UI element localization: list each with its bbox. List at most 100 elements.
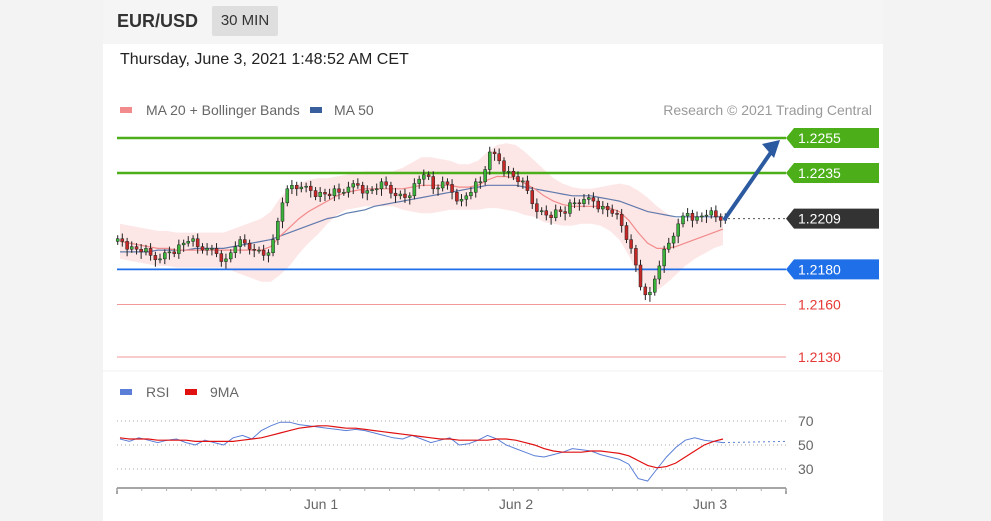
candle	[238, 236, 242, 254]
candle	[205, 243, 209, 256]
candlesticks	[115, 146, 728, 302]
series-9ma	[119, 425, 724, 469]
candle	[337, 183, 341, 200]
candle	[398, 190, 403, 200]
candle	[356, 178, 360, 189]
pair-title: EUR/USD	[117, 11, 199, 31]
candle	[445, 178, 450, 190]
candle	[285, 185, 290, 207]
candle	[139, 243, 143, 259]
candle	[615, 209, 619, 220]
candle	[332, 185, 337, 202]
candle	[229, 249, 233, 263]
candle	[464, 192, 469, 207]
candle	[700, 212, 704, 223]
candle	[619, 208, 624, 233]
candle	[610, 204, 614, 217]
candle	[450, 179, 454, 200]
x-axis: Jun 1 Jun 2 Jun 3	[116, 487, 787, 512]
rsi-tick-70: 70	[798, 413, 814, 429]
candle	[115, 235, 120, 245]
candle	[459, 194, 464, 207]
level-badge-1.2255	[786, 128, 879, 148]
forecast-arrow	[723, 140, 780, 221]
candle	[408, 192, 412, 205]
candle	[568, 199, 572, 217]
candle	[629, 234, 633, 254]
legend-label-9ma: 9MA	[210, 384, 239, 400]
candle	[129, 241, 134, 253]
candle	[134, 243, 139, 255]
level-label-1.2160: 1.2160	[798, 296, 841, 312]
candle	[516, 171, 520, 188]
candle	[681, 212, 685, 228]
bollinger-band-area	[120, 143, 723, 291]
chart-svg: MA 20 + Bollinger Bands MA 50 Research ©…	[103, 102, 883, 512]
rsi-projection	[722, 440, 787, 444]
rsi-lines	[119, 421, 724, 482]
candle	[214, 243, 219, 258]
candle	[224, 253, 228, 269]
legend-swatch-9ma	[185, 389, 197, 395]
candle	[374, 183, 379, 195]
candle	[587, 194, 591, 205]
candle	[233, 241, 238, 259]
candle	[360, 181, 365, 199]
candle	[478, 176, 483, 189]
candle	[308, 180, 313, 198]
candle	[525, 175, 530, 195]
candle	[685, 208, 690, 222]
candle	[582, 194, 586, 208]
legend-label-rsi: RSI	[146, 384, 169, 400]
candle	[342, 188, 346, 196]
candle	[558, 206, 563, 217]
candle	[327, 188, 332, 200]
candle	[714, 205, 718, 223]
candle	[492, 148, 497, 161]
candle	[153, 251, 158, 267]
candle	[624, 222, 629, 244]
candle	[695, 211, 699, 224]
candle	[125, 237, 129, 257]
level-badge-1.2180	[786, 259, 879, 280]
candle	[690, 209, 695, 228]
candle	[577, 199, 582, 211]
candle	[417, 175, 421, 189]
level-label-1.2130: 1.2130	[798, 349, 841, 365]
candle	[200, 243, 205, 254]
candle	[351, 180, 355, 195]
candle	[243, 234, 247, 247]
chart-card: EUR/USD 30 MIN Thursday, June 3, 2021 1:…	[103, 0, 883, 521]
candle	[667, 237, 671, 253]
candle	[186, 236, 191, 247]
timeframe-badge[interactable]: 30 MIN	[212, 6, 278, 36]
candle	[535, 198, 539, 219]
candle	[247, 239, 252, 255]
candle	[643, 283, 648, 301]
copyright: Research © 2021 Trading Central	[663, 102, 872, 118]
candle	[379, 178, 384, 196]
candle	[521, 177, 525, 189]
level-label-1.2235: 1.2235	[798, 165, 841, 181]
x-tick-label: Jun 1	[304, 496, 338, 512]
rsi-tick-30: 30	[798, 461, 814, 477]
candle	[601, 201, 605, 215]
candle	[544, 205, 549, 221]
candle	[657, 260, 662, 285]
forecast-arrow-shaft	[723, 146, 776, 221]
candle	[440, 176, 445, 192]
candle	[323, 188, 327, 202]
candle	[436, 184, 440, 196]
candle	[313, 187, 318, 201]
candle	[718, 213, 723, 228]
legend-label-ma20: MA 20 + Bollinger Bands	[146, 102, 300, 118]
candle	[709, 207, 714, 219]
candle	[299, 181, 304, 193]
candle	[280, 197, 285, 229]
rsi-tick-50: 50	[798, 437, 814, 453]
candle	[483, 166, 487, 186]
candle	[304, 182, 308, 193]
candle	[553, 204, 558, 222]
candle	[596, 197, 600, 213]
series-rsi	[119, 421, 724, 482]
